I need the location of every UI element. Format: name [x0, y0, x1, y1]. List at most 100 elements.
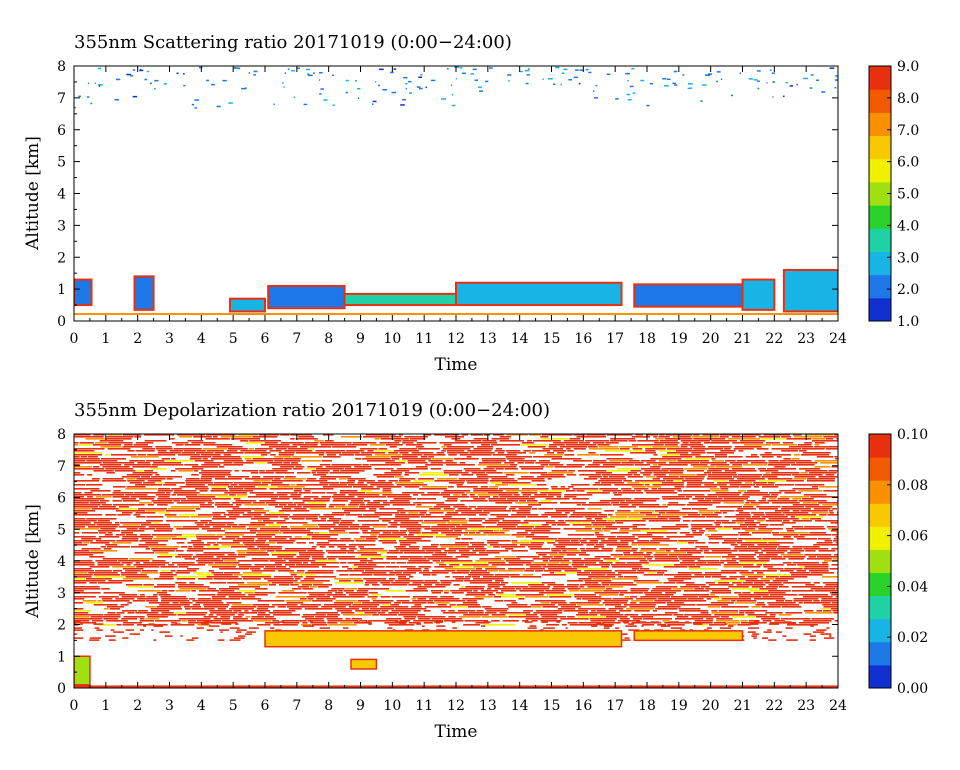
heatmap-cell — [101, 494, 125, 496]
heatmap-cell — [805, 612, 833, 614]
heatmap-cell — [540, 620, 562, 622]
heatmap-cell — [370, 530, 399, 532]
heatmap-cell — [458, 616, 481, 618]
heatmap-cell — [319, 442, 352, 444]
heatmap-cell — [821, 91, 826, 93]
heatmap-cell — [558, 604, 576, 606]
heatmap-cell — [257, 614, 270, 616]
heatmap-cell — [347, 480, 356, 482]
heatmap-cell — [751, 635, 758, 637]
heatmap-cell — [196, 627, 204, 629]
heatmap-cell — [484, 520, 500, 522]
heatmap-cell — [226, 510, 252, 512]
heatmap-cell — [772, 580, 788, 582]
heatmap-cell — [442, 448, 471, 450]
heatmap-cell — [469, 452, 495, 454]
heatmap-cell — [627, 80, 629, 82]
heatmap-cell — [765, 520, 782, 522]
heatmap-cell — [529, 548, 551, 550]
heatmap-cell — [112, 492, 134, 494]
heatmap-cell — [350, 500, 363, 502]
heatmap-cell — [315, 450, 346, 452]
heatmap-cell — [732, 582, 742, 584]
heatmap-cell — [290, 438, 295, 440]
heatmap-cell — [592, 442, 605, 444]
heatmap-cell — [176, 494, 198, 496]
heatmap-cell — [740, 440, 765, 442]
heatmap-cell — [720, 560, 737, 562]
heatmap-cell — [553, 586, 579, 588]
heatmap-cell — [821, 608, 830, 610]
heatmap-cell — [379, 442, 400, 444]
heatmap-cell — [387, 496, 412, 498]
heatmap-cell — [436, 452, 445, 454]
heatmap-cell — [618, 558, 646, 560]
heatmap-cell — [177, 564, 206, 566]
heatmap-cell — [694, 574, 722, 576]
heatmap-cell — [615, 438, 636, 440]
heatmap-cell — [486, 610, 507, 612]
heatmap-cell — [542, 434, 573, 436]
heatmap-cell — [786, 564, 797, 566]
colorbar-segment — [869, 158, 891, 183]
heatmap-cell — [538, 502, 557, 504]
heatmap-cell — [673, 614, 684, 616]
heatmap-cell — [528, 584, 545, 586]
heatmap-cell — [694, 620, 713, 622]
heatmap-cell — [291, 518, 305, 520]
heatmap-cell — [826, 526, 837, 528]
heatmap-cell — [473, 578, 504, 580]
x-tick-label: 11 — [415, 698, 433, 714]
heatmap-cell — [693, 434, 700, 436]
heatmap-cell — [269, 560, 286, 562]
heatmap-cell — [133, 514, 141, 516]
heatmap-cell — [97, 564, 124, 566]
heatmap-cell — [399, 550, 425, 552]
heatmap-cell — [567, 580, 584, 582]
heatmap-cell — [721, 598, 752, 600]
heatmap-cell — [491, 614, 506, 616]
heatmap-cell — [195, 602, 224, 604]
heatmap-cell — [125, 576, 149, 578]
heatmap-cell — [90, 542, 110, 544]
heatmap-cell — [217, 639, 225, 641]
heatmap-cell — [713, 480, 728, 482]
heatmap-cell — [131, 546, 149, 548]
heatmap-cell — [252, 458, 284, 460]
heatmap-cell — [606, 434, 633, 436]
heatmap-cell — [720, 434, 741, 436]
heatmap-cell — [207, 542, 216, 544]
heatmap-cell — [799, 468, 821, 470]
heatmap-cell — [584, 564, 610, 566]
heatmap-cell — [587, 464, 600, 466]
heatmap-cell — [324, 440, 334, 442]
heatmap-cell — [219, 568, 250, 570]
heatmap-cell — [197, 574, 213, 576]
heatmap-cell — [679, 436, 691, 438]
heatmap-cell — [564, 512, 570, 514]
heatmap-cell — [828, 635, 832, 637]
heatmap-cell — [320, 518, 327, 520]
heatmap-cell — [387, 526, 398, 528]
heatmap-cell — [716, 506, 742, 508]
heatmap-cell — [808, 556, 816, 558]
heatmap-cell — [98, 532, 107, 534]
heatmap-cell — [237, 564, 252, 566]
heatmap-cell — [486, 472, 503, 474]
heatmap-cell — [660, 625, 671, 627]
x-tick-label: 23 — [797, 698, 815, 714]
heatmap-cell — [663, 582, 676, 584]
heatmap-cell — [744, 492, 768, 494]
heatmap-cell — [74, 106, 76, 109]
heatmap-cell — [236, 494, 247, 496]
heatmap-cell — [413, 480, 434, 482]
heatmap-cell — [450, 528, 468, 530]
heatmap-cell — [779, 570, 794, 572]
heatmap-cell — [393, 68, 397, 70]
heatmap-cell — [470, 570, 487, 572]
heatmap-cell — [519, 590, 545, 592]
heatmap-cell — [278, 504, 287, 506]
heatmap-cell — [199, 576, 206, 578]
heatmap-cell — [490, 482, 501, 484]
heatmap-cell — [573, 76, 579, 79]
